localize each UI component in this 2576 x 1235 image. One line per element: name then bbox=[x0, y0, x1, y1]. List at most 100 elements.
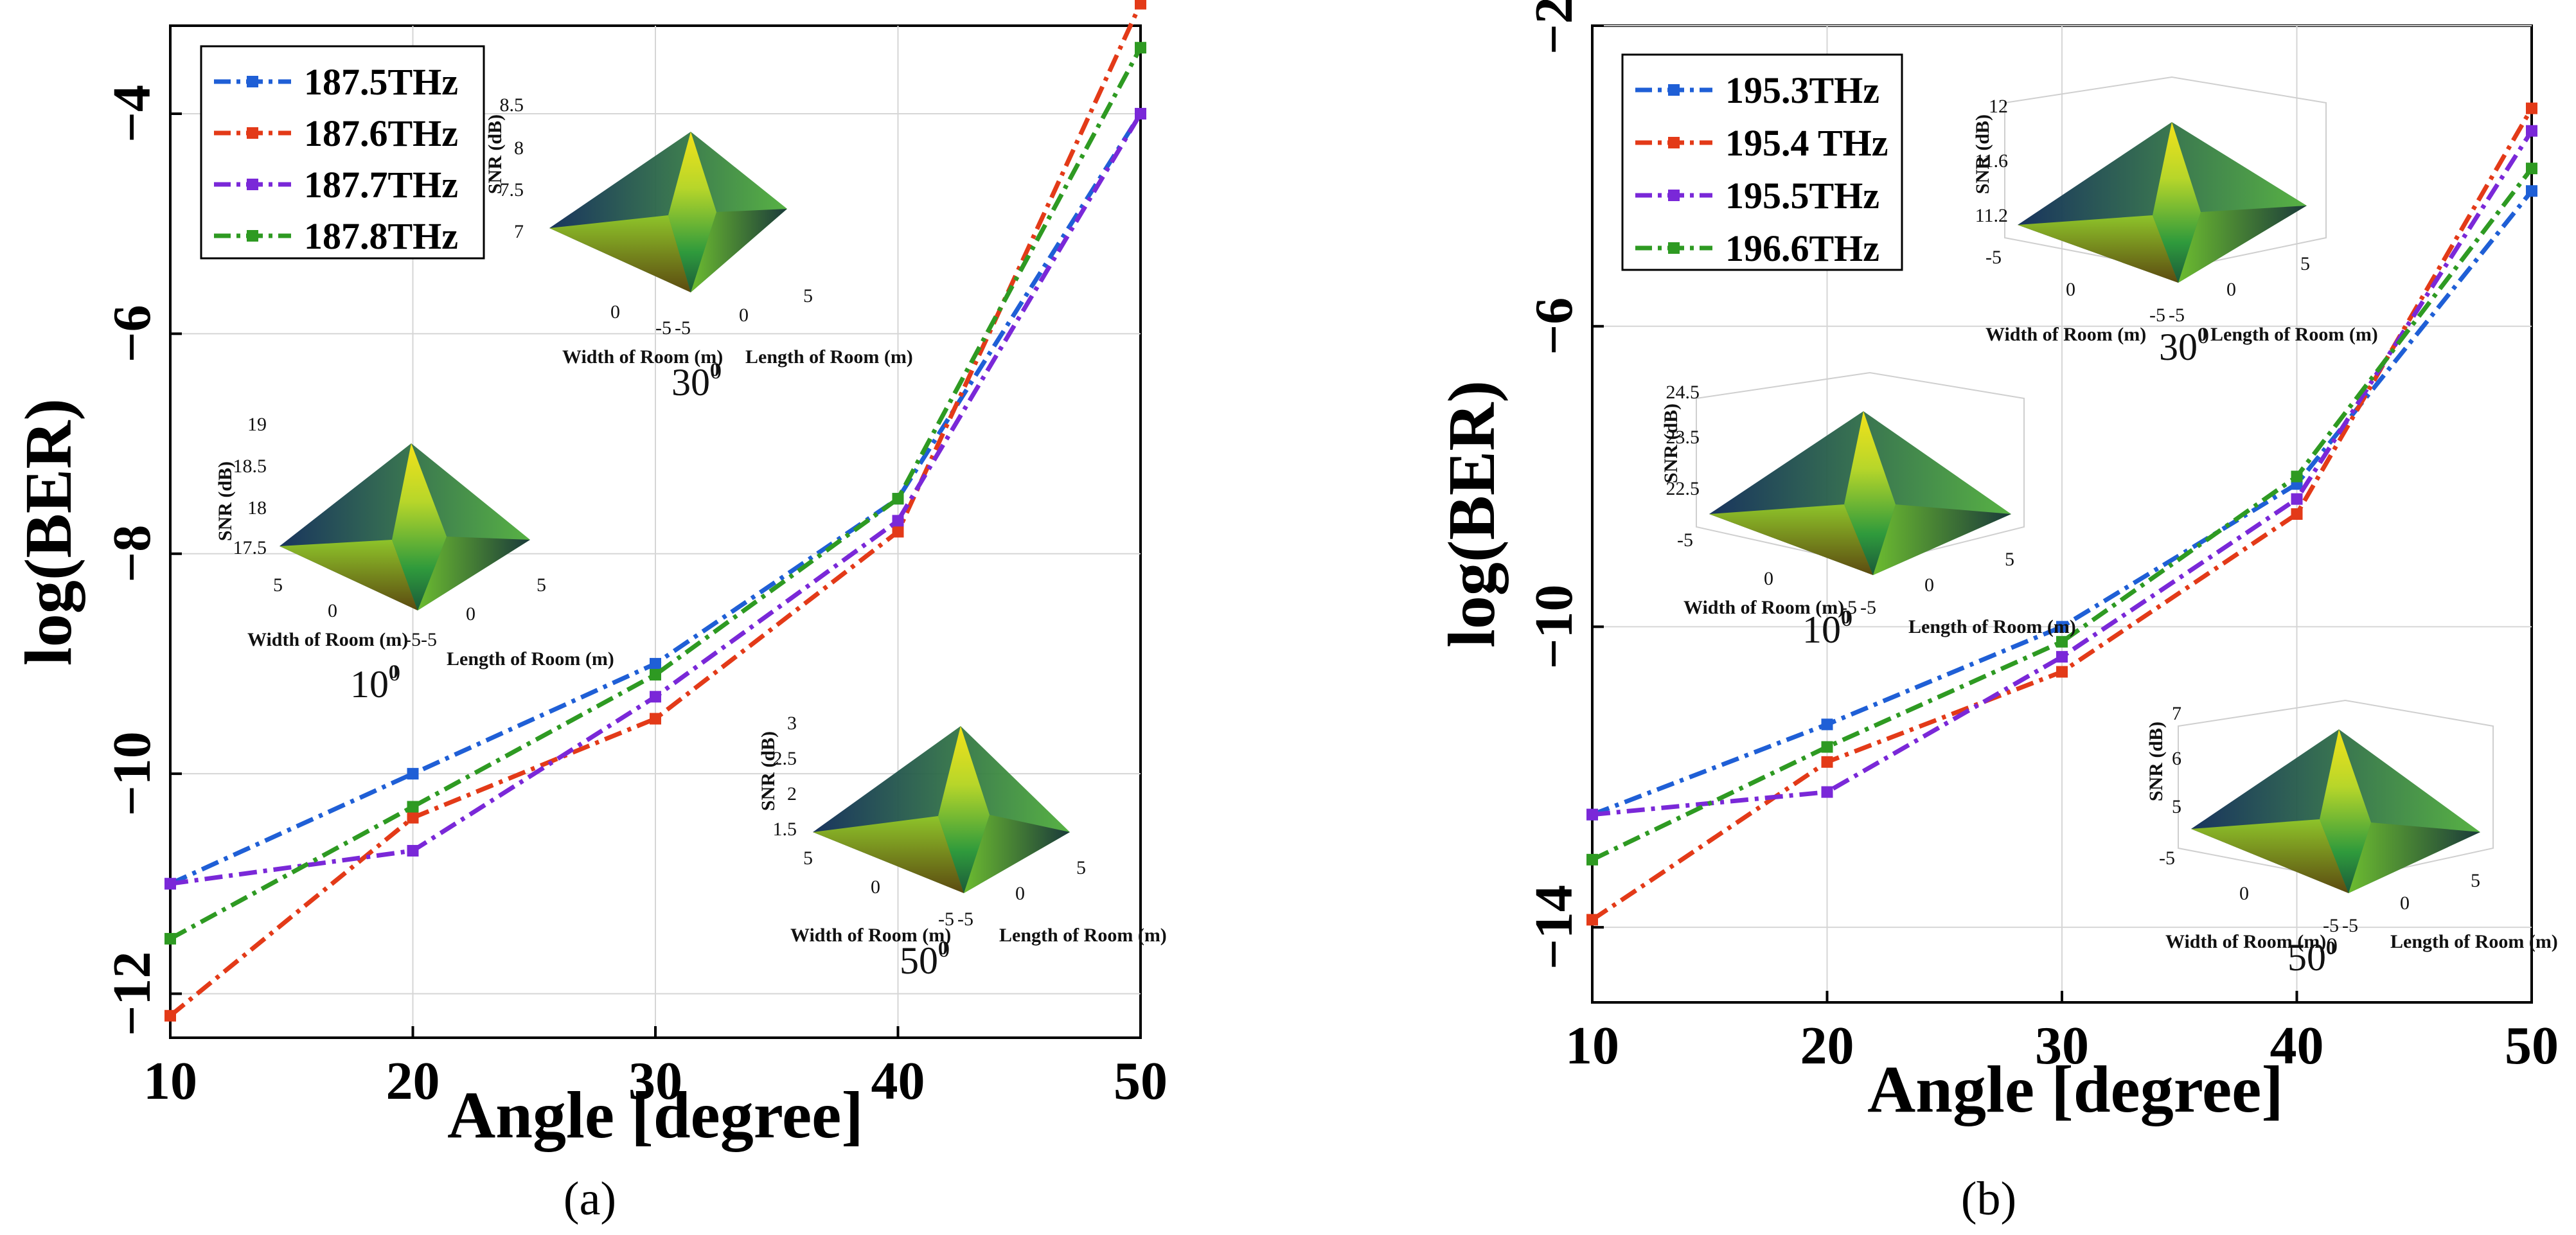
svg-text:5: 5 bbox=[2300, 253, 2310, 274]
series-point-3 bbox=[1821, 741, 1833, 753]
series-point-2 bbox=[407, 844, 419, 857]
svg-text:SNR (dB): SNR (dB) bbox=[1660, 404, 1682, 483]
series-point-1 bbox=[2291, 508, 2303, 520]
xtick-label: 50 bbox=[1114, 1051, 1168, 1111]
series-point-1 bbox=[1586, 914, 1598, 926]
svg-text:6: 6 bbox=[2172, 748, 2181, 769]
svg-text:0: 0 bbox=[1764, 568, 1773, 589]
panel-a-inset-10: SNR (dB) 19 18.5 18 17.5 5 0 -5 -5 0 5 W… bbox=[215, 414, 614, 706]
svg-text:Length of Room (m): Length of Room (m) bbox=[999, 925, 1167, 946]
ytick-label: −10 bbox=[102, 731, 162, 816]
svg-text:100: 100 bbox=[350, 660, 400, 706]
svg-text:5: 5 bbox=[1076, 857, 1086, 878]
svg-text:Length of Room (m): Length of Room (m) bbox=[745, 346, 913, 368]
svg-text:SNR (dB): SNR (dB) bbox=[1972, 114, 1993, 194]
xtick-label: 10 bbox=[143, 1051, 197, 1111]
svg-text:0: 0 bbox=[610, 301, 620, 323]
series-point-0 bbox=[407, 768, 419, 780]
series-point-2 bbox=[650, 691, 661, 703]
svg-text:0: 0 bbox=[466, 603, 475, 625]
legend-marker-1 bbox=[1668, 137, 1680, 148]
series-point-0 bbox=[650, 657, 661, 670]
svg-text:-5: -5 bbox=[2323, 915, 2339, 936]
series-line-3 bbox=[169, 46, 1143, 941]
series-point-3 bbox=[164, 932, 176, 945]
svg-text:24.5: 24.5 bbox=[1666, 382, 1700, 403]
series-point-2 bbox=[164, 878, 176, 890]
svg-text:Width of Room (m): Width of Room (m) bbox=[247, 629, 408, 650]
svg-text:Length of Room (m): Length of Room (m) bbox=[447, 648, 614, 670]
svg-text:0: 0 bbox=[2326, 937, 2336, 959]
series-point-1 bbox=[2056, 666, 2068, 678]
series-point-3 bbox=[1586, 853, 1598, 866]
svg-text:0: 0 bbox=[710, 359, 720, 380]
panel-a-legend-entries: 187.5THz 187.6THz 187.7THz 187.8THz bbox=[214, 61, 458, 257]
svg-text:8: 8 bbox=[514, 138, 524, 159]
svg-text:SNR (dB): SNR (dB) bbox=[2145, 722, 2167, 801]
svg-text:Length of Room (m): Length of Room (m) bbox=[2210, 324, 2378, 345]
legend-marker-2 bbox=[1668, 190, 1680, 201]
series-point-3 bbox=[2291, 470, 2303, 483]
svg-text:-5: -5 bbox=[655, 317, 671, 339]
svg-text:-5: -5 bbox=[2342, 915, 2358, 936]
svg-text:Width of Room (m): Width of Room (m) bbox=[790, 925, 951, 946]
svg-text:-5: -5 bbox=[1985, 247, 2002, 268]
ytick-label: −4 bbox=[102, 85, 162, 143]
svg-text:Width of Room (m): Width of Room (m) bbox=[1985, 324, 2146, 345]
series-point-1 bbox=[2526, 102, 2537, 114]
series-point-1 bbox=[892, 526, 904, 538]
panel-b-inset-10: SNR (dB) 24.5 23.5 22.5 -5 0 -5 -5 0 5 W… bbox=[1660, 371, 2076, 651]
series-point-0 bbox=[2526, 185, 2537, 197]
svg-text:-5: -5 bbox=[405, 629, 421, 650]
svg-text:19: 19 bbox=[247, 414, 267, 435]
svg-text:Length of Room (m): Length of Room (m) bbox=[2390, 931, 2558, 952]
series-point-2 bbox=[2291, 493, 2303, 505]
legend-marker-0 bbox=[247, 76, 258, 87]
panel-a-ylabel: log(BER) bbox=[12, 398, 85, 666]
legend-label-1: 187.6THz bbox=[304, 112, 458, 154]
legend-label-3: 187.8THz bbox=[304, 215, 458, 257]
series-point-1 bbox=[407, 812, 419, 824]
svg-text:SNR (dB): SNR (dB) bbox=[215, 461, 236, 541]
series-line-0 bbox=[1591, 190, 2534, 817]
panel-b-legend-entries: 195.3THz 195.4 THz 195.5THz 196.6THz bbox=[1635, 69, 1888, 269]
svg-text:5: 5 bbox=[803, 848, 813, 869]
svg-text:5: 5 bbox=[2005, 549, 2014, 570]
svg-text:5: 5 bbox=[273, 574, 283, 596]
svg-text:Width of Room (m): Width of Room (m) bbox=[2165, 931, 2326, 952]
series-point-1 bbox=[164, 1009, 176, 1022]
panel-a-xticks: 10 20 30 40 50 bbox=[143, 1026, 1168, 1111]
series-point-3 bbox=[2056, 635, 2068, 648]
svg-text:0: 0 bbox=[2226, 279, 2236, 300]
panel-b-inset-30: SNR (dB) 12 11.6 11.2 -5 0 -5 -5 0 5 Wid… bbox=[1972, 76, 2378, 368]
series-point-2 bbox=[2056, 651, 2068, 663]
panel-a-inset-50: SNR (dB) 3 2.5 2 1.5 5 0 -5 -5 0 5 Width… bbox=[758, 713, 1167, 982]
svg-text:Length of Room (m): Length of Room (m) bbox=[1908, 616, 2076, 637]
xtick-label: 40 bbox=[871, 1051, 925, 1111]
svg-text:22.5: 22.5 bbox=[1666, 478, 1700, 499]
ytick-label: −12 bbox=[102, 952, 162, 1036]
legend-marker-1 bbox=[247, 127, 258, 139]
panel-b-ylabel: log(BER) bbox=[1435, 380, 1509, 648]
series-line-1 bbox=[168, 3, 1143, 1018]
legend-label-2: 187.7THz bbox=[304, 164, 458, 206]
svg-text:300: 300 bbox=[2159, 323, 2209, 368]
svg-text:0: 0 bbox=[1924, 574, 1934, 596]
svg-text:500: 500 bbox=[2287, 933, 2338, 979]
legend-label-1: 195.4 THz bbox=[1725, 122, 1888, 164]
panel-b-xlabel: Angle [degree] bbox=[1867, 1053, 2284, 1126]
svg-text:-5: -5 bbox=[2159, 848, 2175, 869]
panel-b-yticks: −2 −6 −10 −14 bbox=[1524, 0, 1604, 970]
legend-marker-0 bbox=[1668, 84, 1680, 96]
svg-text:12: 12 bbox=[1989, 96, 2008, 117]
svg-text:-5: -5 bbox=[421, 629, 437, 650]
svg-text:-5: -5 bbox=[957, 909, 973, 930]
legend-label-0: 195.3THz bbox=[1725, 69, 1879, 111]
svg-text:-5: -5 bbox=[1860, 597, 1876, 618]
svg-text:18.5: 18.5 bbox=[233, 456, 267, 477]
svg-text:5: 5 bbox=[2471, 870, 2480, 891]
panel-a-series-group bbox=[164, 0, 1146, 1022]
panel-a-xlabel: Angle [degree] bbox=[447, 1078, 864, 1152]
svg-text:-5: -5 bbox=[938, 909, 954, 930]
svg-text:-5: -5 bbox=[2149, 305, 2165, 326]
